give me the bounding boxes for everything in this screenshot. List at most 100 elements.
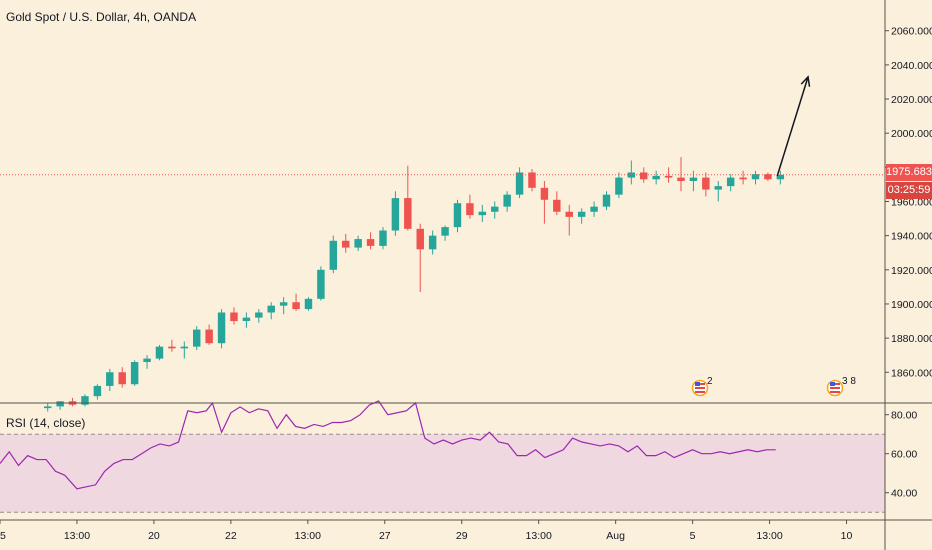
candle[interactable] bbox=[776, 170, 785, 185]
candle-body[interactable] bbox=[143, 358, 151, 363]
candle[interactable] bbox=[664, 167, 673, 183]
candle[interactable] bbox=[205, 324, 213, 345]
candle[interactable] bbox=[565, 204, 573, 236]
candle[interactable] bbox=[640, 167, 648, 183]
candle-body[interactable] bbox=[515, 172, 524, 195]
candle-body[interactable] bbox=[279, 302, 288, 306]
candle[interactable] bbox=[391, 191, 400, 236]
candle-body[interactable] bbox=[404, 198, 412, 229]
candle-body[interactable] bbox=[118, 372, 126, 385]
candle[interactable] bbox=[726, 174, 735, 192]
candle-body[interactable] bbox=[106, 372, 114, 386]
candle-body[interactable] bbox=[416, 228, 424, 250]
candle[interactable] bbox=[81, 394, 89, 407]
candle[interactable] bbox=[428, 230, 437, 255]
rsi-panel[interactable] bbox=[0, 400, 885, 513]
candle-body[interactable] bbox=[354, 239, 362, 248]
candle[interactable] bbox=[615, 172, 623, 199]
candle[interactable] bbox=[106, 368, 114, 392]
candle[interactable] bbox=[627, 160, 636, 185]
candle[interactable] bbox=[93, 384, 102, 400]
candle-body[interactable] bbox=[379, 230, 387, 246]
candle-body[interactable] bbox=[441, 227, 449, 236]
candle-body[interactable] bbox=[304, 298, 313, 310]
candle-body[interactable] bbox=[453, 203, 462, 228]
candle[interactable] bbox=[68, 397, 77, 407]
event-markers[interactable]: 23 836 bbox=[691, 376, 932, 397]
candle-body[interactable] bbox=[130, 362, 139, 385]
candle[interactable] bbox=[317, 266, 325, 301]
candle-body[interactable] bbox=[230, 312, 238, 322]
event-marker[interactable]: 2 bbox=[691, 376, 714, 397]
candle-body[interactable] bbox=[329, 240, 338, 270]
candle-body[interactable] bbox=[81, 396, 89, 405]
candle-body[interactable] bbox=[168, 346, 176, 349]
candle-body[interactable] bbox=[217, 312, 226, 344]
candle-body[interactable] bbox=[43, 406, 52, 409]
arrow-shaft[interactable] bbox=[776, 76, 809, 177]
candle[interactable] bbox=[304, 297, 313, 311]
candle-body[interactable] bbox=[726, 177, 735, 187]
candle-body[interactable] bbox=[776, 174, 785, 180]
candle[interactable] bbox=[677, 157, 685, 192]
candle[interactable] bbox=[751, 170, 760, 185]
rsi-line[interactable] bbox=[0, 400, 776, 490]
candle[interactable] bbox=[379, 227, 387, 250]
candle[interactable] bbox=[267, 302, 275, 320]
candle-body[interactable] bbox=[714, 186, 722, 190]
candle[interactable] bbox=[242, 312, 251, 328]
candle[interactable] bbox=[739, 170, 747, 185]
candle-body[interactable] bbox=[428, 235, 437, 250]
forecast-arrow[interactable] bbox=[776, 75, 811, 177]
candle-body[interactable] bbox=[677, 177, 685, 182]
candle[interactable] bbox=[143, 355, 151, 369]
candle[interactable] bbox=[366, 232, 375, 250]
candle[interactable] bbox=[217, 309, 226, 349]
candle[interactable] bbox=[714, 181, 722, 202]
candle-body[interactable] bbox=[553, 199, 561, 212]
candle-body[interactable] bbox=[466, 203, 474, 216]
candle-body[interactable] bbox=[155, 346, 164, 359]
candle-body[interactable] bbox=[702, 177, 710, 190]
candle[interactable] bbox=[441, 225, 449, 241]
candle[interactable] bbox=[540, 181, 549, 224]
candle[interactable] bbox=[553, 191, 561, 216]
candle[interactable] bbox=[689, 170, 698, 192]
event-marker[interactable]: 3 8 bbox=[826, 376, 857, 397]
candles[interactable] bbox=[43, 157, 785, 412]
candle[interactable] bbox=[43, 403, 52, 412]
candle[interactable] bbox=[118, 367, 126, 388]
candle-body[interactable] bbox=[205, 329, 213, 344]
candle[interactable] bbox=[515, 167, 524, 199]
candle[interactable] bbox=[528, 169, 536, 192]
candle-body[interactable] bbox=[255, 312, 263, 318]
candle-body[interactable] bbox=[751, 174, 760, 180]
candle-body[interactable] bbox=[577, 211, 586, 217]
candle-body[interactable] bbox=[528, 172, 536, 188]
candle[interactable] bbox=[478, 204, 487, 222]
candle-body[interactable] bbox=[615, 177, 623, 195]
candle[interactable] bbox=[590, 201, 598, 217]
candle[interactable] bbox=[652, 170, 660, 185]
candle[interactable] bbox=[155, 344, 164, 361]
candle-body[interactable] bbox=[689, 177, 698, 182]
candle-body[interactable] bbox=[652, 175, 660, 180]
candle[interactable] bbox=[130, 360, 139, 386]
candle[interactable] bbox=[416, 223, 424, 293]
candle[interactable] bbox=[255, 309, 263, 323]
candle[interactable] bbox=[702, 172, 710, 197]
candle[interactable] bbox=[404, 165, 412, 231]
candle[interactable] bbox=[329, 235, 338, 274]
candle-body[interactable] bbox=[627, 172, 636, 178]
candle-body[interactable] bbox=[540, 187, 549, 200]
candle-body[interactable] bbox=[192, 329, 201, 347]
candle-body[interactable] bbox=[267, 305, 275, 313]
candle[interactable] bbox=[292, 293, 300, 311]
candle-body[interactable] bbox=[565, 211, 573, 217]
candle-body[interactable] bbox=[317, 269, 325, 299]
candle-body[interactable] bbox=[56, 401, 64, 407]
candle-body[interactable] bbox=[342, 240, 350, 248]
candle-body[interactable] bbox=[664, 175, 673, 178]
candle-body[interactable] bbox=[391, 198, 400, 231]
